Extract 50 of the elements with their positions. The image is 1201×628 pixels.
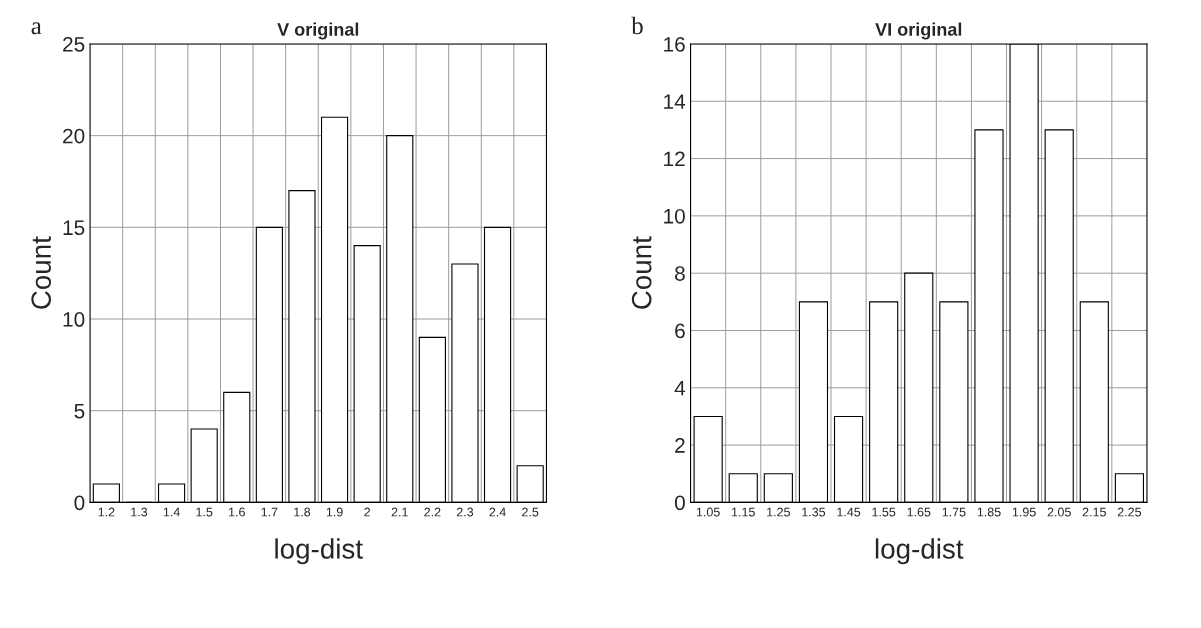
x-tick-label: 1.55 xyxy=(872,507,896,517)
x-tick-label: 1.15 xyxy=(732,507,755,517)
x-tick-label: 1.8 xyxy=(294,507,311,517)
y-tick-label: 16 xyxy=(664,36,685,52)
x-tick-label: 1.3 xyxy=(131,507,148,517)
text: a xyxy=(31,22,42,35)
x-tick-label: 1.85 xyxy=(977,507,1001,517)
x-tick-label: 2.05 xyxy=(1047,507,1071,517)
y-tick-label: 15 xyxy=(63,220,85,236)
y-tick-label: 25 xyxy=(63,36,85,52)
x-tick-label: 1.05 xyxy=(696,507,720,517)
x-tick-label: 1.35 xyxy=(802,507,826,517)
x-axis-title: log-dist xyxy=(275,538,363,565)
x-tick-label: 1.4 xyxy=(163,507,180,517)
x-tick-label: 2.4 xyxy=(489,507,506,517)
x-tick-label: 1.5 xyxy=(196,507,213,517)
y-tick-label: 0 xyxy=(74,495,85,511)
y-tick-label: 12 xyxy=(664,151,685,167)
x-tick-label: 1.75 xyxy=(942,507,966,517)
text: b xyxy=(631,16,643,35)
x-tick-label: 2.5 xyxy=(522,507,539,517)
x-tick-label: 1.45 xyxy=(837,507,861,517)
x-tick-label: 2.3 xyxy=(456,507,474,517)
y-tick-label: 10 xyxy=(63,312,85,327)
x-tick-label: 2.2 xyxy=(424,507,441,517)
x-tick-label: 2.15 xyxy=(1082,507,1106,517)
y-tick-label: 5 xyxy=(74,403,85,419)
y-tick-label: 10 xyxy=(664,208,685,224)
x-tick-label: 1.6 xyxy=(229,507,245,517)
y-tick-label: 0 xyxy=(674,495,685,511)
x-tick-label: 1.7 xyxy=(261,507,278,517)
y-tick-label: 4 xyxy=(674,381,686,396)
y-tick-label: 20 xyxy=(63,128,85,144)
y-axis-title: Count xyxy=(631,236,652,309)
x-tick-label: 1.9 xyxy=(326,507,343,517)
chart-title: V original xyxy=(277,22,359,40)
chart-title: VI original xyxy=(875,22,962,40)
x-tick-label: 1.65 xyxy=(907,507,931,517)
y-tick-label: 6 xyxy=(675,323,685,339)
x-tick-label: 1.25 xyxy=(767,507,790,517)
y-tick-label: 8 xyxy=(675,266,685,281)
x-tick-label: 2.25 xyxy=(1117,507,1142,517)
x-tick-label: 1.2 xyxy=(98,507,115,517)
x-tick-label: 2 xyxy=(364,507,371,517)
y-axis-title: Count xyxy=(31,236,51,309)
x-axis-title: log-dist xyxy=(875,538,964,565)
y-tick-label: 2 xyxy=(675,438,685,453)
x-tick-label: 2.1 xyxy=(391,507,408,517)
x-tick-label: 1.95 xyxy=(1012,507,1036,517)
y-tick-label: 14 xyxy=(664,94,686,109)
